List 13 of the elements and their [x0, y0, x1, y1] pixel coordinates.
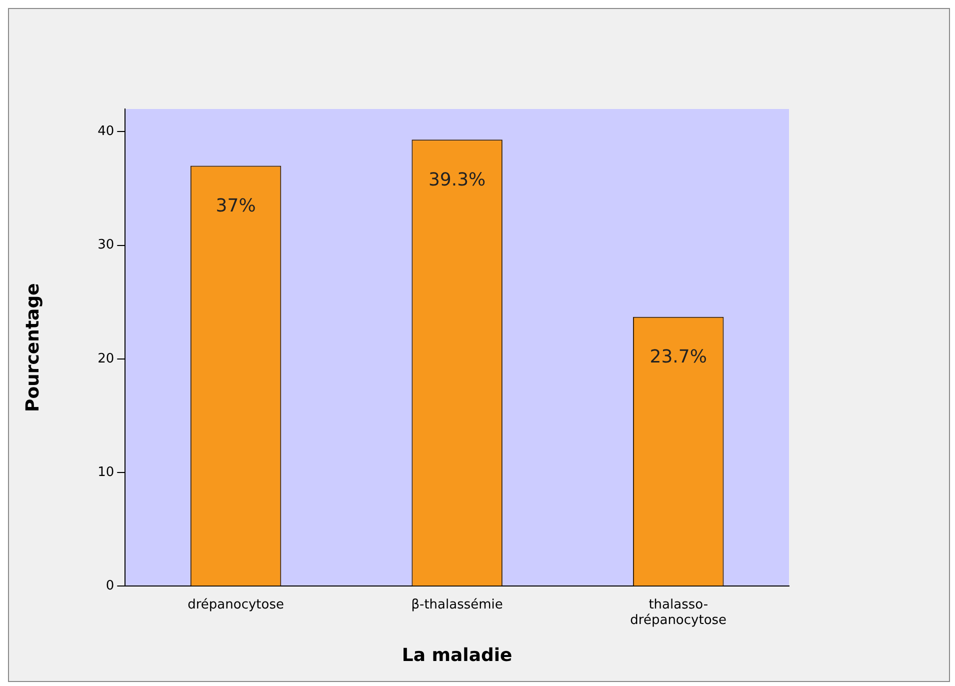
y-tick-label: 0 — [106, 578, 114, 594]
x-tick-label: thalasso-drépanocytose — [630, 597, 727, 628]
y-axis-title: Pourcentage — [22, 283, 44, 412]
y-tick-label: 10 — [98, 464, 114, 480]
data-label: 23.7% — [650, 346, 707, 368]
x-axis-title: La maladie — [402, 644, 512, 666]
y-tick-label: 40 — [98, 124, 114, 140]
x-tick-label: β-thalassémie — [411, 597, 503, 612]
y-tick-label: 20 — [98, 351, 114, 366]
data-label: 37% — [216, 195, 256, 216]
y-tick-label: 30 — [98, 238, 114, 253]
data-label: 39.3% — [428, 169, 486, 190]
x-tick-label: drépanocytose — [188, 597, 284, 612]
